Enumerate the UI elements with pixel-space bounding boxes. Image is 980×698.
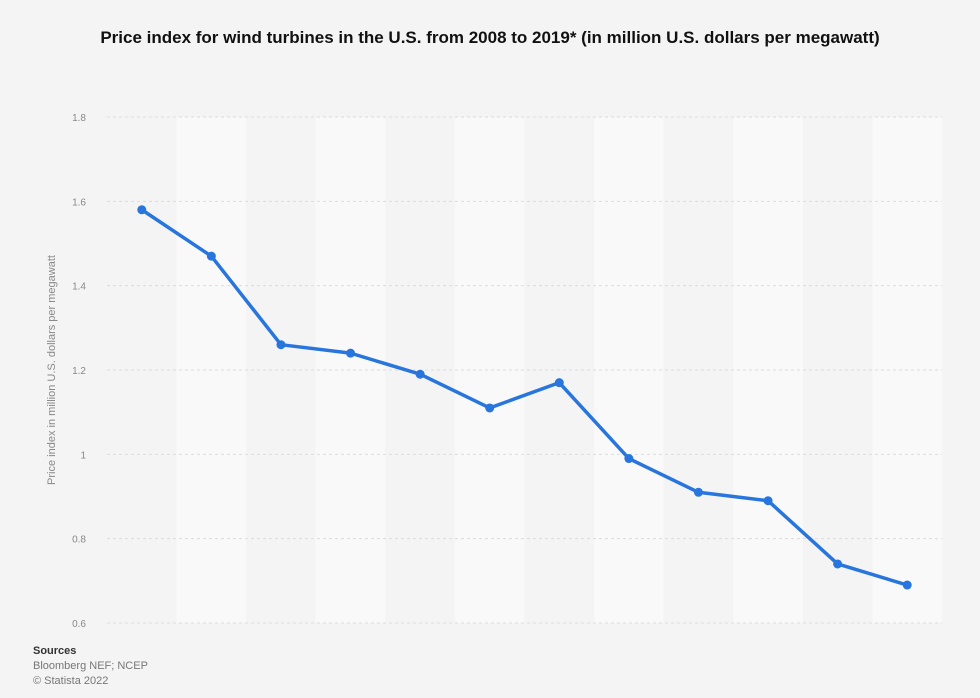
data-point (137, 205, 147, 215)
source-text: Bloomberg NEF; NCEP (33, 660, 148, 672)
data-point (902, 580, 912, 590)
data-point (415, 369, 425, 379)
column-band (454, 117, 525, 623)
data-point (833, 559, 843, 569)
chart-title: Price index for wind turbines in the U.S… (100, 28, 880, 47)
data-point (693, 487, 703, 497)
source-block: Sources Bloomberg NEF; NCEP © Statista 2… (33, 644, 148, 689)
data-point (554, 378, 564, 388)
column-band (663, 117, 734, 623)
column-band (315, 117, 386, 623)
y-tick-label: 0.8 (72, 535, 86, 546)
data-point (206, 251, 216, 261)
y-tick-label: 1.6 (72, 197, 86, 208)
data-point (346, 348, 356, 358)
column-band (802, 117, 873, 623)
y-tick-label: 1.2 (72, 366, 86, 377)
y-tick-label: 1 (80, 450, 86, 461)
source-label: Sources (33, 645, 77, 657)
data-point (624, 454, 634, 464)
y-axis-label: Price index in million U.S. dollars per … (46, 255, 58, 485)
y-tick-label: 0.6 (72, 619, 86, 630)
data-point (485, 403, 495, 413)
series-group (137, 205, 912, 590)
y-tick-label: 1.8 (72, 113, 86, 124)
series-line (140, 208, 909, 587)
y-axis-ticks: 0.6 0.8 1 1.2 1.4 1.6 1.8 (72, 113, 86, 630)
copyright: © Statista 2022 (33, 675, 109, 687)
gridlines (107, 116, 942, 624)
y-tick-label: 1.4 (72, 282, 86, 293)
column-band (107, 117, 177, 623)
data-point (276, 340, 286, 350)
data-point (763, 496, 773, 506)
